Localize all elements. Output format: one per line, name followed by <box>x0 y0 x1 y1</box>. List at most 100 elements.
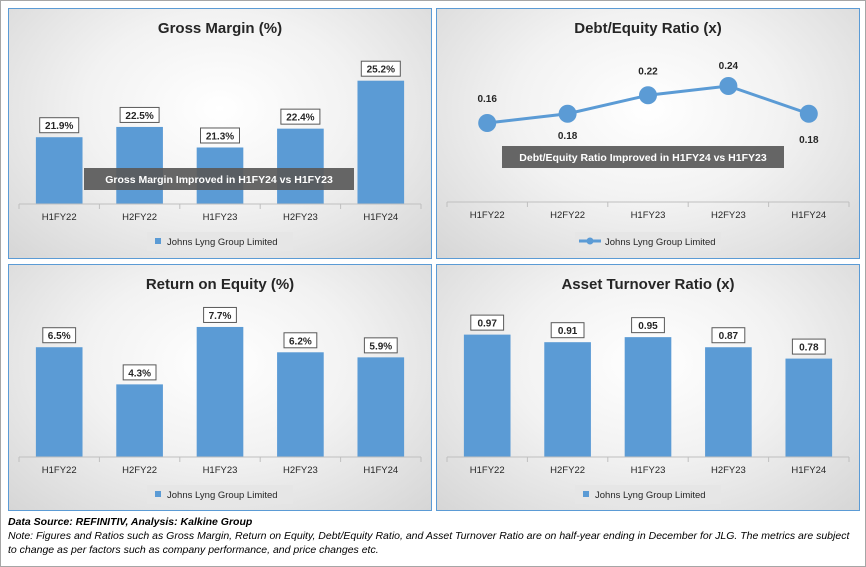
x-tick-label-4: H1FY24 <box>791 465 826 476</box>
data-label-0-box <box>39 117 80 134</box>
debt-equity-svg: Debt/Equity Ratio (x) 0.16 0.18 0.22 0.24 0.1… <box>446 20 850 251</box>
asset-turnover-chart: Asset Turnover Ratio (x) 0.97 H1FY22 0.91 H2… <box>436 264 860 511</box>
chart-title-3: Asset Turnover Ratio (x) <box>561 276 734 293</box>
data-label-1: 22.5% <box>125 111 153 122</box>
debt-equity-chart: Debt/Equity Ratio (x) 0.16 0.18 0.22 0.24 0.1… <box>436 8 860 259</box>
x-tick-label-0: H1FY22 <box>42 212 77 223</box>
data-label-3-box <box>283 332 318 349</box>
legend-label-3: Johns Lyng Group Limited <box>595 490 706 501</box>
chart-title-1: Debt/Equity Ratio (x) <box>574 20 722 37</box>
x-tick-label-0: H1FY22 <box>42 465 77 476</box>
data-label-0: 0.97 <box>477 319 497 330</box>
x-tick-label-2: H1FY23 <box>203 465 238 476</box>
x-tick-label-0: H1FY22 <box>470 465 505 476</box>
legend-0 <box>147 232 293 251</box>
bar-3 <box>277 352 324 457</box>
bar-0 <box>35 347 83 457</box>
x-tick-label-4: H1FY24 <box>363 212 398 223</box>
data-label-3: 22.4% <box>286 113 314 124</box>
bar-0 <box>35 137 83 204</box>
x-tick-label-3: H2FY23 <box>711 465 746 476</box>
data-label-1: 0.18 <box>558 131 578 142</box>
data-label-1-box <box>550 322 585 339</box>
legend-2 <box>147 485 293 504</box>
annotation-0-bg <box>84 168 354 190</box>
bar-4 <box>785 358 833 457</box>
legend-dot-marker-1 <box>586 237 594 245</box>
point-4 <box>799 104 818 123</box>
bar-1 <box>116 126 163 204</box>
data-label-2: 21.3% <box>206 131 234 142</box>
data-label-0: 6.5% <box>48 331 71 342</box>
gross-margin-chart: Gross Margin (%) 21.9% H1FY22 22.5% H2FY22 21… <box>8 8 432 259</box>
legend-swatch-0 <box>155 238 161 244</box>
data-label-0: 21.9% <box>45 121 73 132</box>
x-tick-label-1: H2FY22 <box>550 210 585 221</box>
data-label-4: 0.18 <box>799 135 819 146</box>
x-tick-label-0: H1FY22 <box>470 210 505 221</box>
data-label-4: 0.78 <box>799 343 819 354</box>
legend-1 <box>575 232 721 251</box>
x-tick-label-3: H2FY23 <box>711 210 746 221</box>
x-tick-label-2: H1FY23 <box>631 210 666 221</box>
footer: Data Source: REFINITIV, Analysis: Kalkin… <box>8 515 858 557</box>
data-label-0-box <box>470 314 505 331</box>
x-tick-label-2: H1FY23 <box>203 212 238 223</box>
data-source: Data Source: REFINITIV, Analysis: Kalkin… <box>8 516 253 528</box>
bar-4 <box>357 80 405 204</box>
return-on-equity-chart: Return on Equity (%) 6.5% H1FY22 4.3% H2FY22… <box>8 264 432 511</box>
data-label-0: 0.16 <box>477 94 497 105</box>
chart-title-2: Return on Equity (%) <box>146 276 294 293</box>
data-label-2-box <box>200 127 240 144</box>
point-2 <box>639 86 657 105</box>
bar-1 <box>116 384 163 457</box>
data-label-3: 0.87 <box>719 331 739 342</box>
bar-0 <box>463 334 511 457</box>
annotation-0: Gross Margin Improved in H1FY24 vs H1FY2… <box>105 174 333 186</box>
data-label-0-box <box>42 327 77 344</box>
gross-margin-svg: Gross Margin (%) 21.9% H1FY22 22.5% H2FY22 21… <box>18 20 422 251</box>
return-on-equity-svg: Return on Equity (%) 6.5% H1FY22 4.3% H2FY22… <box>18 276 422 504</box>
bar-4 <box>357 357 405 457</box>
data-label-1: 4.3% <box>128 368 151 379</box>
data-label-3-box <box>711 327 746 344</box>
data-label-4: 5.9% <box>369 341 392 352</box>
x-tick-label-2: H1FY23 <box>631 465 666 476</box>
data-label-3-box <box>280 108 321 125</box>
data-label-3: 6.2% <box>289 336 312 347</box>
bar-3 <box>705 347 752 457</box>
chart-title-0: Gross Margin (%) <box>158 20 282 37</box>
x-tick-label-3: H2FY23 <box>283 465 318 476</box>
data-label-1-box <box>119 106 160 123</box>
asset-turnover-svg: Asset Turnover Ratio (x) 0.97 H1FY22 0.91 H2… <box>446 276 850 504</box>
data-label-4-box <box>360 60 401 77</box>
data-label-4: 25.2% <box>367 65 395 76</box>
bar-3 <box>277 128 324 204</box>
data-label-2-box <box>203 306 237 323</box>
data-label-4-box <box>791 338 826 355</box>
x-tick-label-4: H1FY24 <box>791 210 826 221</box>
x-tick-label-1: H2FY22 <box>122 465 157 476</box>
legend-label-2: Johns Lyng Group Limited <box>167 490 278 501</box>
data-label-4-box <box>363 337 398 354</box>
footnote: Note: Figures and Ratios such as Gross M… <box>8 530 850 556</box>
bar-1 <box>544 342 591 457</box>
data-label-1-box <box>122 364 157 381</box>
legend-label-0: Johns Lyng Group Limited <box>167 237 278 248</box>
data-label-2: 0.22 <box>638 66 658 77</box>
data-label-2-box <box>631 317 665 334</box>
annotation-1-bg <box>502 146 784 168</box>
bar-2 <box>624 337 672 457</box>
data-label-3: 0.24 <box>719 61 739 72</box>
x-tick-label-1: H2FY22 <box>122 212 157 223</box>
data-label-2: 0.95 <box>638 321 658 332</box>
data-label-2: 7.7% <box>209 311 232 322</box>
data-label-1: 0.91 <box>558 326 578 337</box>
point-1 <box>558 104 577 123</box>
point-0 <box>478 114 497 132</box>
legend-label-1: Johns Lyng Group Limited <box>605 237 716 248</box>
bar-2 <box>196 326 244 457</box>
x-tick-label-4: H1FY24 <box>363 465 398 476</box>
point-3 <box>719 77 738 95</box>
x-tick-label-1: H2FY22 <box>550 465 585 476</box>
